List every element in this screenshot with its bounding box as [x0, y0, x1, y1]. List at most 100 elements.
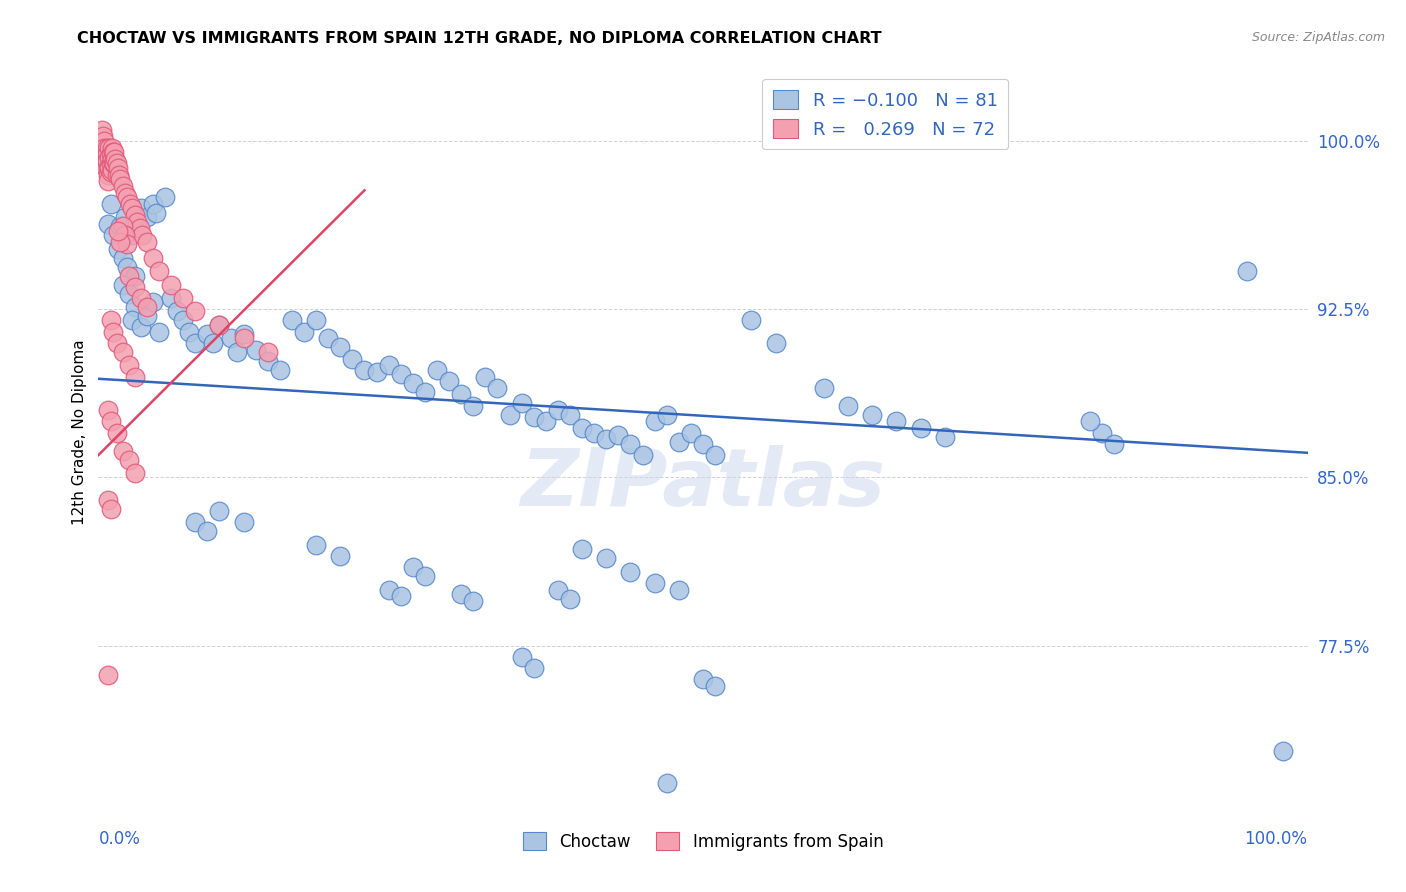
Y-axis label: 12th Grade, No Diploma: 12th Grade, No Diploma — [72, 340, 87, 525]
Point — [101, 156, 124, 170]
Point — [98, 150, 121, 164]
Point — [1078, 414, 1101, 428]
Point — [1236, 264, 1258, 278]
Point — [245, 343, 267, 357]
Point — [413, 569, 436, 583]
Point — [107, 224, 129, 238]
Point — [316, 331, 339, 345]
Point — [413, 385, 436, 400]
Point — [127, 215, 149, 229]
Point — [226, 344, 249, 359]
Point — [934, 430, 956, 444]
Point — [765, 335, 787, 350]
Point — [105, 425, 128, 440]
Point — [195, 326, 218, 341]
Point — [100, 165, 122, 179]
Point — [97, 492, 120, 507]
Point — [679, 425, 702, 440]
Point — [135, 309, 157, 323]
Point — [704, 679, 727, 693]
Point — [510, 650, 533, 665]
Point — [179, 325, 201, 339]
Point — [98, 161, 121, 175]
Point — [118, 268, 141, 283]
Point — [117, 237, 139, 252]
Point — [450, 587, 472, 601]
Point — [94, 154, 117, 169]
Point — [107, 161, 129, 175]
Point — [426, 363, 449, 377]
Point — [148, 264, 170, 278]
Point — [353, 363, 375, 377]
Point — [129, 291, 152, 305]
Point — [692, 673, 714, 687]
Point — [232, 516, 254, 530]
Point — [101, 325, 124, 339]
Point — [114, 211, 136, 225]
Point — [91, 122, 114, 136]
Point — [114, 186, 136, 200]
Point — [111, 251, 134, 265]
Point — [104, 152, 127, 166]
Point — [142, 251, 165, 265]
Point — [148, 325, 170, 339]
Point — [135, 211, 157, 225]
Point — [644, 414, 666, 428]
Point — [571, 421, 593, 435]
Point — [619, 437, 641, 451]
Point — [160, 291, 183, 305]
Point — [124, 466, 146, 480]
Point — [668, 434, 690, 449]
Point — [510, 396, 533, 410]
Point — [124, 208, 146, 222]
Point — [105, 168, 128, 182]
Point — [329, 340, 352, 354]
Point — [558, 591, 581, 606]
Point — [97, 668, 120, 682]
Point — [402, 376, 425, 391]
Point — [129, 320, 152, 334]
Point — [93, 141, 115, 155]
Point — [655, 408, 678, 422]
Text: Source: ZipAtlas.com: Source: ZipAtlas.com — [1251, 31, 1385, 45]
Point — [523, 661, 546, 675]
Point — [118, 452, 141, 467]
Point — [103, 156, 125, 170]
Point — [100, 147, 122, 161]
Point — [389, 590, 412, 604]
Point — [108, 219, 131, 234]
Point — [93, 134, 115, 148]
Point — [142, 295, 165, 310]
Point — [114, 228, 136, 243]
Point — [910, 421, 932, 435]
Point — [111, 277, 134, 292]
Text: 0.0%: 0.0% — [98, 830, 141, 847]
Point — [124, 280, 146, 294]
Point — [117, 190, 139, 204]
Point — [886, 414, 908, 428]
Text: ZIPatlas: ZIPatlas — [520, 445, 886, 524]
Point — [463, 594, 485, 608]
Point — [166, 304, 188, 318]
Point — [523, 409, 546, 424]
Point — [184, 304, 207, 318]
Point — [256, 344, 278, 359]
Point — [100, 152, 122, 166]
Point — [100, 502, 122, 516]
Point — [100, 163, 122, 178]
Point — [644, 576, 666, 591]
Point — [111, 219, 134, 234]
Point — [342, 351, 364, 366]
Point — [96, 141, 118, 155]
Point — [105, 335, 128, 350]
Point — [377, 582, 399, 597]
Point — [208, 504, 231, 518]
Point — [655, 775, 678, 789]
Point — [232, 331, 254, 345]
Point — [607, 428, 630, 442]
Point — [389, 368, 412, 382]
Point — [692, 437, 714, 451]
Point — [96, 154, 118, 169]
Point — [221, 331, 243, 345]
Point — [101, 228, 124, 243]
